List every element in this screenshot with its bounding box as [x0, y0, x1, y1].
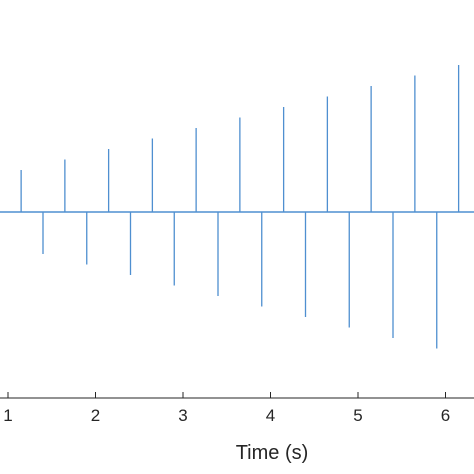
x-tick-label-4: 4: [266, 406, 275, 425]
x-tick-label-3: 3: [178, 406, 187, 425]
plot-layer: [0, 65, 474, 349]
x-tick-label-2: 2: [91, 406, 100, 425]
tick-layer: 1 2 3 4 5 6: [3, 392, 450, 425]
x-tick-label-6: 6: [441, 406, 450, 425]
x-axis-label: Time (s): [236, 442, 309, 464]
x-tick-label-1: 1: [3, 406, 12, 425]
x-tick-label-5: 5: [353, 406, 362, 425]
